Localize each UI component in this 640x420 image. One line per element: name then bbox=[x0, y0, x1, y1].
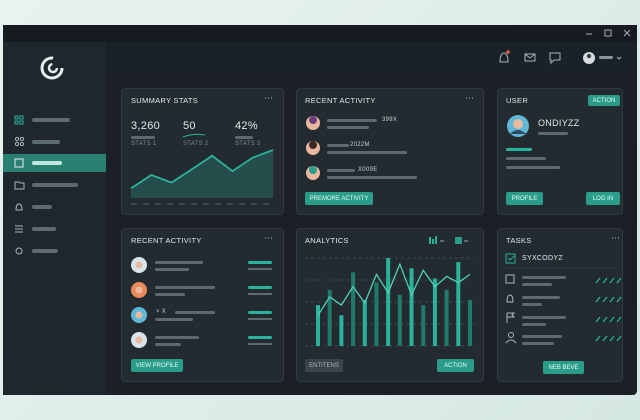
menu-dots[interactable]: ⋯ bbox=[264, 93, 273, 103]
placeholder bbox=[506, 166, 560, 169]
card-title: TASKS bbox=[506, 236, 532, 245]
bar bbox=[339, 315, 344, 346]
activity-text: X009E bbox=[358, 167, 378, 173]
bar bbox=[409, 268, 414, 346]
activity-text: × X bbox=[156, 309, 167, 315]
task-text: SYXCODYZ bbox=[522, 255, 563, 262]
action-button[interactable]: ACTION bbox=[437, 359, 474, 372]
stat-label: STATS 2 bbox=[183, 141, 209, 147]
placeholder bbox=[327, 169, 355, 172]
line bbox=[317, 262, 471, 316]
menu-dots[interactable]: ⋯ bbox=[611, 233, 620, 243]
view-profile-button[interactable]: VIEW PROFILE bbox=[131, 359, 183, 372]
placeholder bbox=[538, 132, 568, 135]
analytics-chart bbox=[305, 236, 475, 347]
user-name: ONDIYZZ bbox=[538, 118, 580, 128]
placeholder bbox=[327, 144, 349, 147]
profile-button[interactable]: PROFILE bbox=[506, 192, 543, 205]
placeholder bbox=[506, 148, 532, 151]
activity-text: 2022M bbox=[350, 142, 370, 148]
card-title: SUMMARY STATS bbox=[131, 96, 199, 105]
menu-dots[interactable]: ⋯ bbox=[465, 93, 474, 103]
bar bbox=[444, 289, 449, 346]
tasks-card bbox=[497, 228, 623, 382]
placeholder bbox=[235, 136, 253, 139]
placeholder bbox=[327, 126, 369, 129]
task-button[interactable]: NEB BEVE bbox=[543, 361, 584, 374]
area bbox=[131, 150, 273, 198]
bar bbox=[351, 272, 356, 346]
activity-card bbox=[121, 228, 284, 382]
bar bbox=[468, 299, 472, 346]
card-title: ANALYTICS bbox=[305, 236, 349, 245]
line bbox=[130, 149, 274, 190]
bar bbox=[374, 282, 379, 346]
secondary-button[interactable]: ENTITENS bbox=[305, 359, 343, 372]
card-title: RECENT ACTIVITY bbox=[131, 236, 202, 245]
stat-label: STATS 3 bbox=[235, 141, 261, 147]
bar bbox=[316, 305, 320, 346]
placeholder bbox=[327, 176, 417, 179]
action-button[interactable]: ACTION bbox=[588, 95, 620, 106]
bar bbox=[386, 258, 391, 346]
stat-value: 50 bbox=[183, 120, 196, 132]
stat-label: STATS 1 bbox=[131, 141, 157, 147]
user-avatar bbox=[507, 115, 529, 137]
placeholder bbox=[327, 151, 407, 154]
stat-value: 3,260 bbox=[131, 120, 161, 132]
menu-dots[interactable]: ⋯ bbox=[264, 233, 273, 243]
login-button[interactable]: LOG IN bbox=[586, 192, 620, 205]
activity-text: 399X bbox=[382, 117, 398, 123]
activity-list bbox=[131, 257, 272, 348]
bar bbox=[456, 262, 461, 346]
placeholder bbox=[506, 157, 546, 160]
summary-chart bbox=[130, 149, 274, 205]
more-button[interactable]: PREMORE ACTIVITY bbox=[305, 192, 373, 205]
stat-value: 42% bbox=[235, 120, 258, 132]
task-list bbox=[505, 253, 622, 345]
placeholder bbox=[327, 119, 377, 122]
card-title: RECENT ACTIVITY bbox=[305, 96, 376, 105]
activity-avatars bbox=[306, 116, 320, 180]
summary-card bbox=[121, 88, 284, 215]
card-title: USER bbox=[506, 96, 529, 105]
placeholder bbox=[131, 136, 155, 139]
bar bbox=[327, 289, 332, 346]
bar bbox=[397, 294, 402, 346]
mini-curve bbox=[182, 133, 206, 138]
bar bbox=[432, 278, 437, 346]
bar bbox=[362, 299, 367, 346]
bar bbox=[421, 305, 426, 346]
